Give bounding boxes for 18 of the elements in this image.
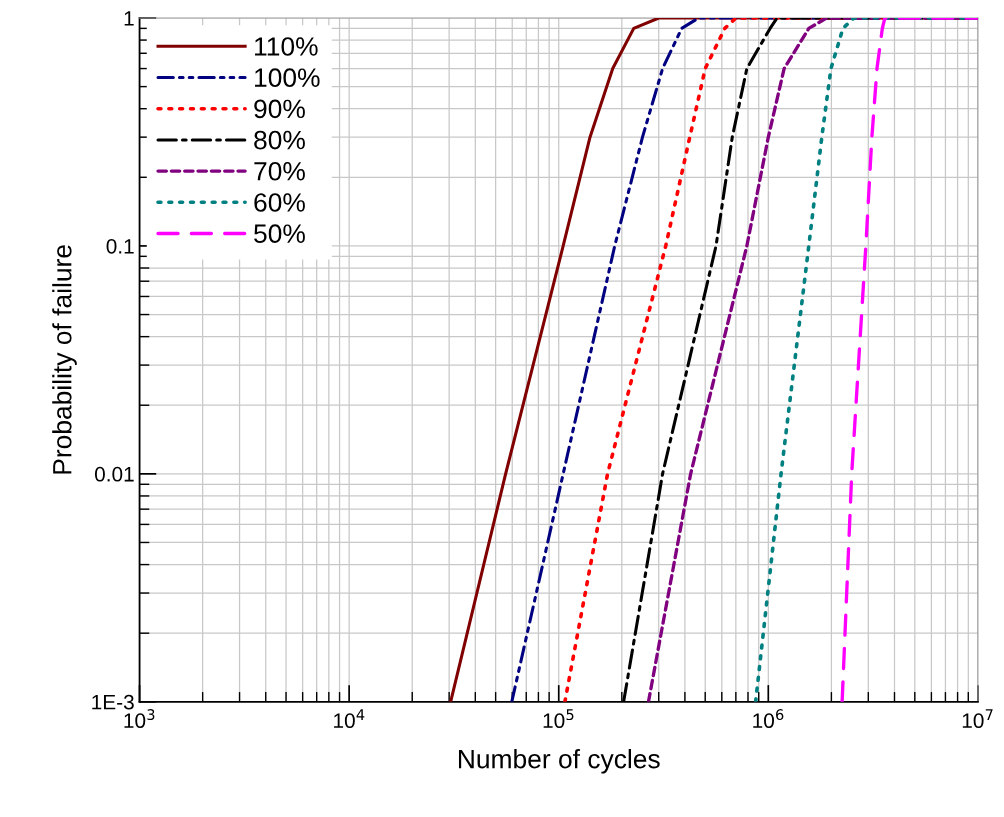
legend-label: 80% <box>254 130 305 150</box>
x-tick-label: 10$^{3}$ <box>124 709 155 729</box>
legend-label: 110% <box>255 37 318 56</box>
x-tick-label: 10$^{7}$ <box>962 709 993 729</box>
legend-label: 70% <box>254 161 305 181</box>
legend-label: 60% <box>254 193 305 212</box>
legend-label: 90% <box>254 99 305 119</box>
y-axis-title: Probability of failure <box>52 245 77 474</box>
y-tick-label: 1E-3 <box>92 694 134 710</box>
x-axis-title: Number of cycles <box>458 749 660 774</box>
x-tick-label: 10$^{5}$ <box>543 709 574 729</box>
x-tick-label: 10$^{6}$ <box>753 709 784 729</box>
y-tick-label: 1 <box>124 11 134 26</box>
y-tick-label: 0.01 <box>94 466 134 482</box>
legend-label: 100% <box>255 68 320 88</box>
legend-label: 50% <box>254 224 305 244</box>
x-tick-label: 10$^{4}$ <box>334 709 365 729</box>
y-tick-label: 0.1 <box>106 238 134 254</box>
